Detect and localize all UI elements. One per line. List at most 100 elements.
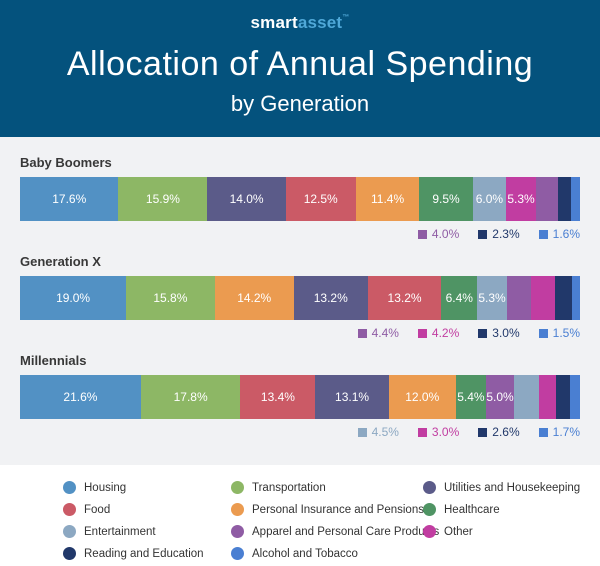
legend-dot-entertainment [63,525,76,538]
callout-swatch [478,428,488,437]
segment-value-label: 12.5% [303,192,338,206]
bar-segment-healthcare: 6.4% [441,276,478,320]
bar-segment-housing: 21.6% [20,375,141,419]
bar-segment-transportation: 17.8% [140,375,241,419]
bar-segment-entertainment [513,375,540,419]
generation-section-baby-boomers: Baby Boomers 17.6% 15.9% 14.0% 12.5% 11.4% 9.5… [20,155,580,241]
bar-segment-housing: 17.6% [20,177,119,221]
legend-dot-personal-insurance-and-pensions [231,503,244,516]
generation-section-millennials: Millennials 21.6% 17.8% 13.4% 13.1% 12.0% 5.4%… [20,353,580,439]
generation-label: Millennials [20,353,87,368]
bar-segment-reading-and-education [558,177,572,221]
bar-segment-transportation: 15.9% [118,177,208,221]
legend-item-housing: Housing [63,481,231,494]
legend-column: Utilities and Housekeeping Healthcare Othe… [423,481,580,566]
legend-label-text: Entertainment [84,525,156,538]
callout-value-label: 4.4% [371,326,399,340]
page-subtitle: by Generation [230,91,370,116]
bar-segment-entertainment: 6.0% [472,177,507,221]
legend-item-alcohol-and-tobacco: Alcohol and Tobacco [231,547,423,560]
legend-item-other: Other [423,525,580,538]
bar-segment-reading-and-education [554,276,572,320]
segment-value-label: 9.5% [432,192,460,206]
bar-segment-healthcare: 5.4% [455,375,487,419]
bar-segment-apparel-and-personal-care-products [506,276,532,320]
segment-value-label: 15.9% [145,192,180,206]
callout-value-label: 1.6% [552,227,580,241]
legend-item-personal-insurance-and-pensions: Personal Insurance and Pensions [231,503,424,516]
bar-segment-personal-insurance-and-pensions: 12.0% [388,375,456,419]
callout-value-label: 4.0% [431,227,460,241]
legend-label-text: Healthcare [444,503,500,516]
callout-swatch [417,428,427,437]
bar-segment-entertainment: 5.3% [477,276,507,320]
segment-value-label: 19.0% [56,291,91,305]
legend-label-text: Apparel and Personal Care Products [252,525,440,538]
page-title: Allocation of Annual Spending [66,45,534,83]
generation-label: Baby Boomers [20,155,112,170]
legend-dot-apparel-and-personal-care-products [231,525,244,538]
legend-dot-utilities-and-housekeeping [423,481,436,494]
legend-label-text: Food [84,503,111,516]
callout-item-other: 3.0% [417,425,460,439]
callout-value-label: 3.0% [431,425,460,439]
header: smartasset™ Allocation of Annual Spendin… [0,0,600,137]
segment-value-label: 14.0% [229,192,264,206]
bar-segment-reading-and-education [555,375,571,419]
segment-value-label: 5.3% [507,192,535,206]
callout-item-apparel-and-personal-care-products: 4.0% [417,227,460,241]
callout-swatch [357,329,367,338]
callout-swatch [357,428,367,437]
segment-value-label: 17.8% [173,390,208,404]
legend-label-text: Transportation [252,481,326,494]
callout-swatch [478,230,488,239]
logo-text-smart: smart [250,13,298,32]
callout-item-other: 4.2% [417,326,460,340]
segment-value-label: 11.4% [371,192,405,206]
generation-section-generation-x: Generation X 19.0% 15.8% 14.2% 13.2% 13.2% 6.4… [20,254,580,340]
bar-segment-housing: 19.0% [20,276,127,320]
chart-area: Baby Boomers 17.6% 15.9% 14.0% 12.5% 11.4% 9.5… [0,137,600,465]
legend-dot-healthcare [423,503,436,516]
legend-dot-food [63,503,76,516]
bar-segment-personal-insurance-and-pensions: 14.2% [214,276,294,320]
segment-value-label: 5.4% [457,390,485,404]
bar-segment-utilities-and-housekeeping: 13.2% [293,276,368,320]
callout-swatch [478,329,488,338]
callout-row: 4.4% 4.2% 3.0% 1.5% [20,327,580,340]
callout-item-entertainment: 4.5% [357,426,399,439]
bar-segment-food: 13.4% [240,375,316,419]
legend-item-utilities-and-housekeeping: Utilities and Housekeeping [423,481,580,494]
segment-value-label: 13.1% [335,390,370,404]
legend-dot-housing [63,481,76,494]
legend-label-text: Housing [84,481,127,494]
generation-sections: Baby Boomers 17.6% 15.9% 14.0% 12.5% 11.4% 9.5… [20,155,580,439]
callout-item-reading-and-education: 2.6% [478,425,520,439]
bar-segment-alcohol-and-tobacco [571,177,580,221]
callout-value-label: 2.6% [492,425,520,439]
segment-value-label: 13.2% [313,291,348,305]
segment-value-label: 12.0% [405,390,440,404]
callout-item-alcohol-and-tobacco: 1.5% [538,326,580,340]
callout-item-alcohol-and-tobacco: 1.7% [538,426,580,439]
segment-value-label: 5.3% [478,291,506,305]
callout-value-label: 1.5% [552,326,580,340]
legend-item-apparel-and-personal-care-products: Apparel and Personal Care Products [231,525,439,538]
bar-segment-alcohol-and-tobacco [571,276,580,320]
callout-swatch [538,230,548,239]
stacked-bar-generation-x: 19.0% 15.8% 14.2% 13.2% 13.2% 6.4% 5.3% [20,276,580,320]
bar-segment-utilities-and-housekeeping: 13.1% [315,375,389,419]
logo-text-asset: asset [297,13,343,32]
legend-dot-alcohol-and-tobacco [231,547,244,560]
legend: Housing Food Entertainment Reading and Educ… [0,465,600,566]
trademark-symbol: ™ [342,14,350,21]
legend-item-transportation: Transportation [231,481,423,494]
stacked-bar-baby-boomers: 17.6% 15.9% 14.0% 12.5% 11.4% 9.5% 6.0% 5.3% [20,177,580,221]
legend-label-text: Personal Insurance and Pensions [252,503,424,516]
callout-value-label: 2.3% [492,227,520,241]
segment-value-label: 15.8% [153,291,188,305]
callout-item-alcohol-and-tobacco: 1.6% [538,227,580,241]
legend-dot-other [423,525,436,538]
callout-value-label: 4.2% [431,326,460,340]
